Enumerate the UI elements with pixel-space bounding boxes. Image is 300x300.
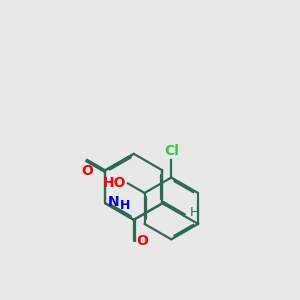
Text: Cl: Cl — [164, 143, 179, 158]
Text: H: H — [189, 206, 199, 219]
Text: O: O — [81, 164, 93, 178]
Text: H: H — [119, 199, 130, 212]
Text: N: N — [108, 195, 119, 209]
Text: O: O — [136, 234, 148, 248]
Text: HO: HO — [103, 176, 127, 190]
